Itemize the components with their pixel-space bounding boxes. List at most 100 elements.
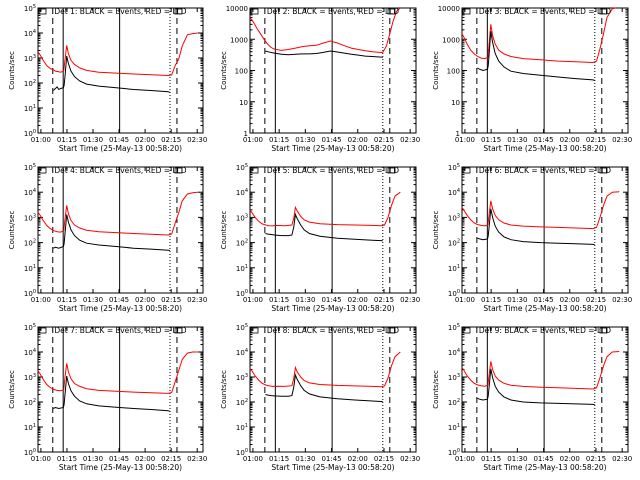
x-tick-label: 01:45 xyxy=(321,296,341,304)
corner-marker xyxy=(174,167,183,174)
detector-panel-4: 01:00 01:15 01:30 01:45 02:00 02:15 02:30 100 10… xyxy=(8,163,207,313)
y-tick-label: 103 xyxy=(24,213,36,222)
y-tick-label: 100 xyxy=(448,289,460,298)
x-tick-label: 02:30 xyxy=(612,296,632,304)
panel-title: Det 4: BLACK = Events, RED = LLD xyxy=(54,166,186,175)
y-tick-label: 104 xyxy=(448,348,460,357)
x-axis-label: Start Time (25-May-13 00:58:20) xyxy=(271,144,394,153)
plot-frame xyxy=(249,326,417,453)
y-axis-label: Counts/sec xyxy=(8,51,16,90)
x-tick-label: 01:15 xyxy=(481,455,501,463)
corner-marker xyxy=(462,327,471,334)
panel-title: Det 9: BLACK = Events, RED = LLD xyxy=(479,326,611,335)
x-tick-label: 02:00 xyxy=(348,455,368,463)
x-tick-label: 02:30 xyxy=(612,136,632,144)
x-tick-label: 01:45 xyxy=(109,455,129,463)
plot-frame xyxy=(249,166,417,294)
plot-frame xyxy=(37,7,204,134)
x-tick-label: 01:45 xyxy=(109,136,129,144)
y-tick-label: 10 xyxy=(451,99,460,107)
y-tick-label: 101 xyxy=(24,104,36,113)
x-tick-label: 02:15 xyxy=(161,136,181,144)
y-tick-label: 102 xyxy=(24,79,36,88)
x-tick-label: 01:30 xyxy=(295,296,315,304)
y-tick-label: 1 xyxy=(456,130,460,138)
x-tick-label: 01:00 xyxy=(455,296,475,304)
x-tick-label: 02:00 xyxy=(348,296,368,304)
y-tick-label: 100 xyxy=(448,448,460,457)
series-line-events xyxy=(265,212,383,242)
x-tick-label: 02:15 xyxy=(374,296,394,304)
x-tick-label: 02:15 xyxy=(586,455,606,463)
y-tick-label: 105 xyxy=(448,323,460,332)
y-tick-label: 10000 xyxy=(226,5,248,13)
detector-panel-7: 01:00 01:15 01:30 01:45 02:00 02:15 02:30 100 10… xyxy=(8,323,207,472)
detector-panel-5: 01:00 01:15 01:30 01:45 02:00 02:15 02:30 100 10… xyxy=(220,163,420,313)
x-axis-label: Start Time (25-May-13 00:58:20) xyxy=(271,304,394,313)
series-line-lld xyxy=(461,7,616,64)
x-axis-label: Start Time (25-May-13 00:58:20) xyxy=(59,144,182,153)
y-tick-label: 10 xyxy=(239,99,248,107)
y-tick-label: 100 xyxy=(24,448,36,457)
y-tick-label: 101 xyxy=(448,264,460,273)
y-tick-label: 102 xyxy=(448,398,460,407)
y-tick-label: 102 xyxy=(24,239,36,248)
series-line-events xyxy=(265,50,383,58)
y-tick-label: 1 xyxy=(244,130,248,138)
y-tick-label: 100 xyxy=(236,289,248,298)
corner-marker xyxy=(387,167,396,174)
corner-marker xyxy=(38,327,47,334)
y-axis-label: Counts/sec xyxy=(220,211,228,250)
y-tick-label: 100 xyxy=(24,129,36,138)
x-tick-label: 01:00 xyxy=(243,296,263,304)
corner-marker xyxy=(174,327,183,334)
y-axis-label: Counts/sec xyxy=(432,51,440,90)
y-tick-label: 103 xyxy=(24,54,36,63)
y-tick-label: 103 xyxy=(236,373,248,382)
x-tick-label: 02:00 xyxy=(560,455,580,463)
x-tick-label: 02:30 xyxy=(400,455,420,463)
x-tick-label: 02:00 xyxy=(560,136,580,144)
y-axis-label: Counts/sec xyxy=(220,370,228,409)
y-tick-label: 105 xyxy=(236,323,248,332)
series-line-lld xyxy=(37,351,198,394)
x-axis-label: Start Time (25-May-13 00:58:20) xyxy=(483,144,606,153)
y-tick-label: 102 xyxy=(236,239,248,248)
series-line-events xyxy=(265,373,383,403)
x-tick-label: 01:30 xyxy=(83,136,103,144)
x-tick-label: 01:30 xyxy=(83,455,103,463)
series-line-lld xyxy=(461,191,620,230)
x-axis-label: Start Time (25-May-13 00:58:20) xyxy=(483,463,606,472)
series-line-events xyxy=(477,208,595,246)
y-tick-label: 103 xyxy=(24,373,36,382)
x-tick-label: 01:30 xyxy=(507,455,527,463)
x-axis-label: Start Time (25-May-13 00:58:20) xyxy=(483,304,606,313)
x-tick-label: 02:30 xyxy=(612,455,632,463)
y-tick-label: 101 xyxy=(236,423,248,432)
corner-marker xyxy=(599,8,608,15)
y-tick-label: 104 xyxy=(236,348,248,357)
y-axis-label: Counts/sec xyxy=(432,370,440,409)
x-axis-label: Start Time (25-May-13 00:58:20) xyxy=(59,463,182,472)
x-tick-label: 02:00 xyxy=(348,136,368,144)
x-tick-label: 01:15 xyxy=(269,455,289,463)
panel-title: Det 2: BLACK = Events, RED = LLD xyxy=(267,7,399,16)
y-axis-label: Counts/sec xyxy=(8,211,16,250)
x-tick-label: 02:30 xyxy=(187,455,207,463)
y-tick-label: 104 xyxy=(24,188,36,197)
x-axis-label: Start Time (25-May-13 00:58:20) xyxy=(271,463,394,472)
x-tick-label: 01:30 xyxy=(295,455,315,463)
panel-title: Det 6: BLACK = Events, RED = LLD xyxy=(479,166,611,175)
series-line-events xyxy=(53,375,171,412)
x-tick-label: 02:30 xyxy=(400,296,420,304)
y-tick-label: 105 xyxy=(448,163,460,172)
y-tick-label: 102 xyxy=(236,398,248,407)
series-line-lld xyxy=(249,191,401,227)
x-tick-label: 02:00 xyxy=(560,296,580,304)
y-tick-label: 101 xyxy=(236,264,248,273)
x-tick-label: 02:00 xyxy=(135,455,155,463)
series-line-events xyxy=(477,368,595,406)
y-tick-label: 105 xyxy=(24,163,36,172)
x-tick-label: 01:45 xyxy=(321,455,341,463)
x-tick-label: 01:45 xyxy=(321,136,341,144)
